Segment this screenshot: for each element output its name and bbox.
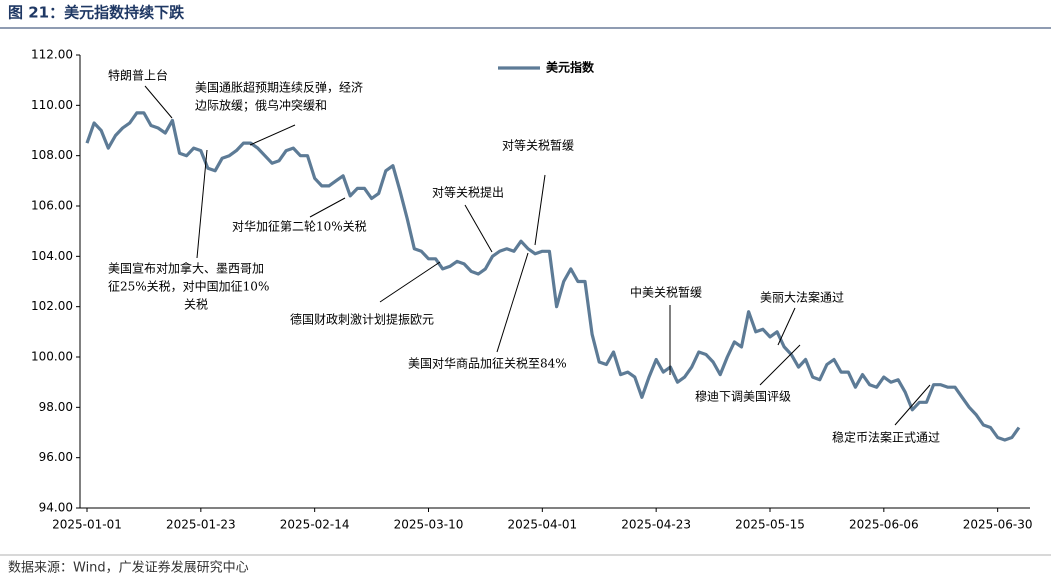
annotation: 稳定币法案正式通过 xyxy=(832,430,940,445)
annotation: 特朗普上台 xyxy=(108,68,168,83)
chart-title: 图 21：美元指数持续下跌 xyxy=(8,4,185,22)
annotation: 穆迪下调美国评级 xyxy=(695,389,791,404)
x-tick-label: 2025-06-30 xyxy=(963,518,1033,532)
annotation: 征25%关税，对中国加征10% xyxy=(108,279,269,294)
x-tick-label: 2025-05-15 xyxy=(735,518,805,532)
x-tick-label: 2025-04-01 xyxy=(507,518,577,532)
annotation: 关税 xyxy=(184,298,208,312)
y-tick-label: 108.00 xyxy=(31,148,73,162)
source: 数据来源：Wind，广发证券发展研究中心 xyxy=(8,560,249,576)
annotation: 对等关税提出 xyxy=(432,185,504,200)
annotation: 美国对华商品加征关税至84% xyxy=(408,356,567,371)
annotation: 边际放缓；俄乌冲突缓和 xyxy=(195,98,327,113)
x-tick-label: 2025-01-01 xyxy=(52,518,122,532)
annotation-leader xyxy=(196,149,208,259)
y-tick-label: 112.00 xyxy=(31,48,73,62)
annotation: 美国宣布对加拿大、墨西哥加 xyxy=(108,261,264,276)
y-tick-label: 102.00 xyxy=(31,299,73,313)
y-tick-label: 98.00 xyxy=(39,400,73,414)
annotation: 对华加征第二轮10%关税 xyxy=(232,220,367,234)
y-tick-label: 110.00 xyxy=(31,98,73,112)
annotation-leader xyxy=(777,307,796,346)
x-tick-label: 2025-03-10 xyxy=(394,518,464,532)
annotation-leader xyxy=(144,85,173,119)
annotation-leader xyxy=(309,197,346,218)
x-tick-label: 2025-02-14 xyxy=(280,518,350,532)
annotation-leader xyxy=(534,174,546,246)
annotation: 对等关税暂缓 xyxy=(502,139,574,153)
y-tick-label: 96.00 xyxy=(39,450,73,464)
series-line xyxy=(85,111,1021,442)
y-tick-label: 106.00 xyxy=(31,199,73,213)
x-tick-label: 2025-04-23 xyxy=(621,518,691,532)
y-tick-label: 100.00 xyxy=(31,350,73,364)
annotation-leader xyxy=(496,252,529,353)
y-tick-label: 94.00 xyxy=(39,501,73,515)
annotation-leader xyxy=(894,384,931,426)
annotation-leader xyxy=(759,344,801,386)
annotation-leader xyxy=(464,204,493,253)
annotation-leader xyxy=(249,124,296,146)
legend-label: 美元指数 xyxy=(546,60,595,75)
annotation: 德国财政刺激计划提振欧元 xyxy=(290,312,434,327)
annotation-leader xyxy=(379,261,441,303)
annotation: 中美关税暂缓 xyxy=(630,285,702,300)
annotation: 美丽大法案通过 xyxy=(760,290,844,305)
y-tick-label: 104.00 xyxy=(31,249,73,263)
annotation: 美国通胀超预期连续反弹，经济 xyxy=(195,80,363,95)
x-tick-label: 2025-06-06 xyxy=(849,518,919,532)
x-tick-label: 2025-01-23 xyxy=(166,518,236,532)
